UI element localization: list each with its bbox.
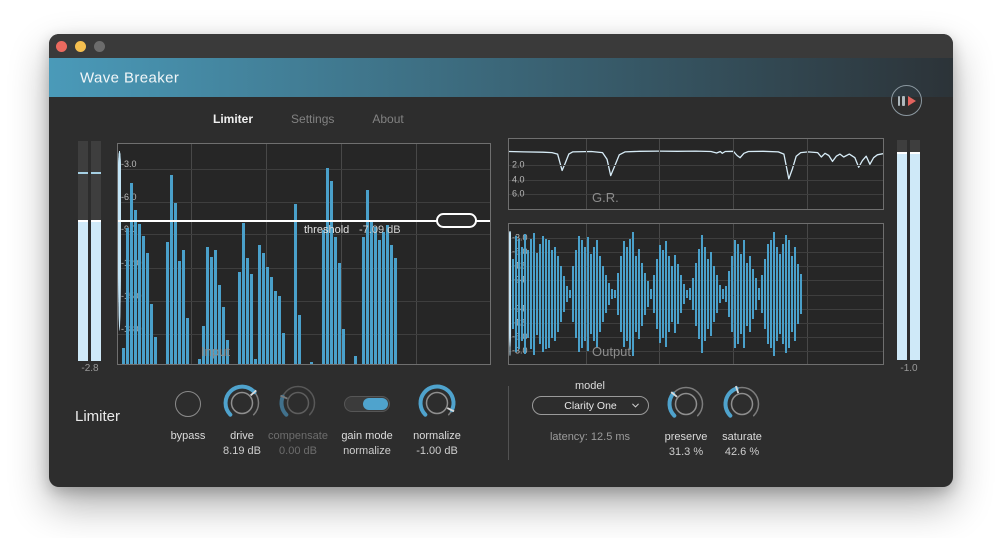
meter-bar-left <box>78 141 88 361</box>
gain-mode-toggle[interactable] <box>344 396 390 412</box>
threshold-handle[interactable] <box>436 213 477 228</box>
threshold-label: threshold <box>304 224 350 236</box>
model-value: Clarity One <box>564 399 617 412</box>
plugin-window: Wave Breaker Limiter Settings About -2.8… <box>49 34 953 487</box>
close-button[interactable] <box>56 41 67 52</box>
input-display-label: Input <box>201 344 230 359</box>
tab-settings[interactable]: Settings <box>291 112 335 126</box>
section-label: Limiter <box>75 408 121 425</box>
tab-about[interactable]: About <box>372 112 404 126</box>
meter-bar-right <box>910 140 920 360</box>
input-level-meter <box>78 141 101 361</box>
model-label: model <box>575 380 605 392</box>
drive-knob[interactable] <box>219 380 265 426</box>
tick-label: 2.0 <box>512 159 525 170</box>
toggle-thumb <box>363 398 388 410</box>
input-display-panel: -3.0-6.0-9.0-12.0-15.0-18.0 threshold -7… <box>117 143 491 365</box>
output-waveform <box>509 224 883 364</box>
transport-button[interactable] <box>891 85 922 116</box>
bypass-control-label: bypass <box>170 430 206 442</box>
zoom-button[interactable] <box>94 41 105 52</box>
preserve-readout: preserve 31.3 % <box>664 431 708 458</box>
threshold-line[interactable] <box>118 220 490 222</box>
pause-bars-icon <box>902 95 905 106</box>
bypass-button[interactable] <box>175 391 201 417</box>
latency-readout: latency: 12.5 ms <box>549 431 631 443</box>
compensate-readout: compensate 0.00 dB <box>268 430 328 457</box>
normalize-readout: normalize -1.00 dB <box>413 430 461 457</box>
preserve-knob[interactable] <box>663 381 709 427</box>
gain-mode-readout: gain mode normalize <box>341 430 393 457</box>
plugin-title: Wave Breaker <box>80 69 180 86</box>
plugin-header: Wave Breaker <box>49 58 953 116</box>
tick-label: -3.0 <box>121 159 137 169</box>
model-dropdown[interactable]: Clarity One <box>532 396 649 415</box>
saturate-knob[interactable] <box>719 381 765 427</box>
meter-bar-right <box>91 141 101 361</box>
output-level-meter <box>897 140 920 360</box>
output-display-label: Output <box>592 344 632 359</box>
tick-label: -6.0 <box>121 192 137 202</box>
saturate-readout: saturate 42.6 % <box>722 431 762 458</box>
gain-reduction-curve <box>509 150 883 180</box>
window-titlebar[interactable] <box>49 34 953 58</box>
input-meter-value: -2.8 <box>81 363 99 374</box>
meter-bar-left <box>897 140 907 360</box>
tick-label: -3.0 <box>512 345 528 356</box>
drive-readout: drive 8.19 dB <box>223 430 261 457</box>
controls-divider <box>508 386 509 460</box>
tab-bar: Limiter Settings About <box>213 112 404 126</box>
play-triangle-icon <box>907 95 916 106</box>
input-waveform <box>118 144 490 364</box>
tab-limiter[interactable]: Limiter <box>213 112 254 126</box>
minimize-button[interactable] <box>75 41 86 52</box>
normalize-knob[interactable] <box>414 380 460 426</box>
pause-bars-icon <box>897 95 900 106</box>
tick-label: 6.0 <box>512 188 525 199</box>
tick-label: 4.0 <box>512 174 525 185</box>
chevron-down-icon <box>632 403 639 408</box>
compensate-knob[interactable] <box>275 380 321 426</box>
gr-display-label: G.R. <box>592 190 619 205</box>
output-meter-value: -1.0 <box>900 363 918 374</box>
output-display-panel: -3.0-6.0-12-24-24-12-6.0-3.0 Output <box>508 223 884 365</box>
tick-label: -3.0 <box>512 232 528 243</box>
threshold-value: -7.09 dB <box>359 224 401 236</box>
gr-display-panel: 2.0 4.0 6.0 G.R. <box>508 138 884 210</box>
